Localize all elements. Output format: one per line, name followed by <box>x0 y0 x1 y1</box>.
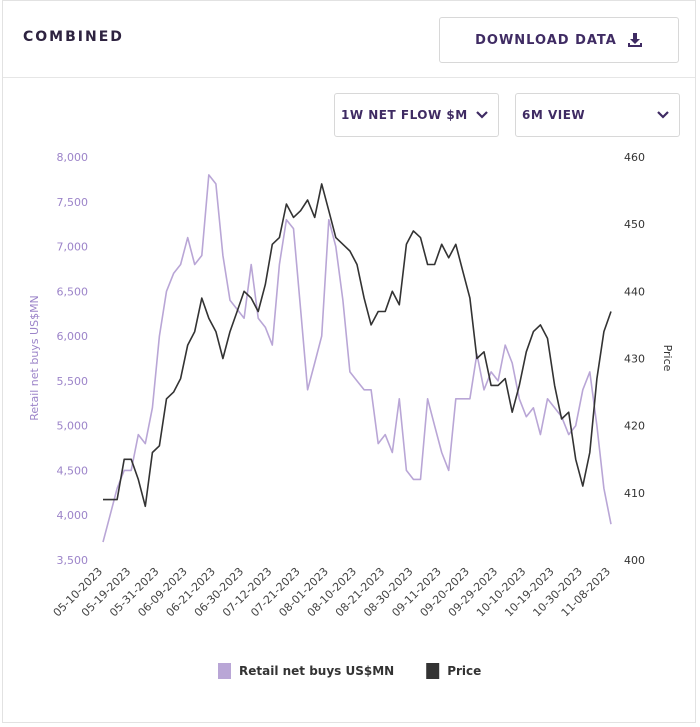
series-line <box>102 174 612 543</box>
header: COMBINED DOWNLOAD DATA <box>3 1 695 78</box>
legend-swatch <box>426 663 440 679</box>
metric-dropdown[interactable]: 1W NET FLOW $M <box>334 93 499 137</box>
y-tick-label: 7,000 <box>57 241 89 254</box>
card-title: COMBINED <box>23 29 124 45</box>
y-tick-label: 7,500 <box>57 196 89 209</box>
y2-tick-label: 410 <box>624 487 645 500</box>
view-dropdown[interactable]: 6M VIEW <box>515 93 680 137</box>
legend-label: Retail net buys US$MN <box>239 664 394 678</box>
y-axis-label: Retail net buys US$MN <box>28 295 41 421</box>
legend-label: Price <box>447 664 481 678</box>
y-tick-label: 4,000 <box>57 509 89 522</box>
series-line <box>103 183 612 508</box>
y-tick-label: 3,500 <box>57 554 89 567</box>
y2-tick-label: 420 <box>624 420 645 433</box>
download-label: DOWNLOAD DATA <box>475 32 617 48</box>
y2-tick-label: 460 <box>624 151 645 164</box>
y2-tick-label: 450 <box>624 218 645 231</box>
y-tick-label: 6,000 <box>57 330 89 343</box>
metric-label: 1W NET FLOW $M <box>341 108 468 122</box>
y-tick-label: 8,000 <box>57 151 89 164</box>
legend-swatch <box>218 663 231 679</box>
view-label: 6M VIEW <box>522 108 586 122</box>
y-tick-label: 5,000 <box>57 420 89 433</box>
y2-axis-label: Price <box>661 345 674 372</box>
y-tick-label: 5,500 <box>57 375 89 388</box>
download-button[interactable]: DOWNLOAD DATA <box>439 17 679 63</box>
chevron <box>476 111 488 119</box>
y2-tick-label: 430 <box>624 353 645 366</box>
download-icon <box>627 33 642 47</box>
y-tick-label: 4,500 <box>57 464 89 477</box>
y2-tick-label: 440 <box>624 285 645 298</box>
y-tick-label: 6,500 <box>57 285 89 298</box>
chevron <box>657 111 669 119</box>
y2-tick-label: 400 <box>624 554 645 567</box>
